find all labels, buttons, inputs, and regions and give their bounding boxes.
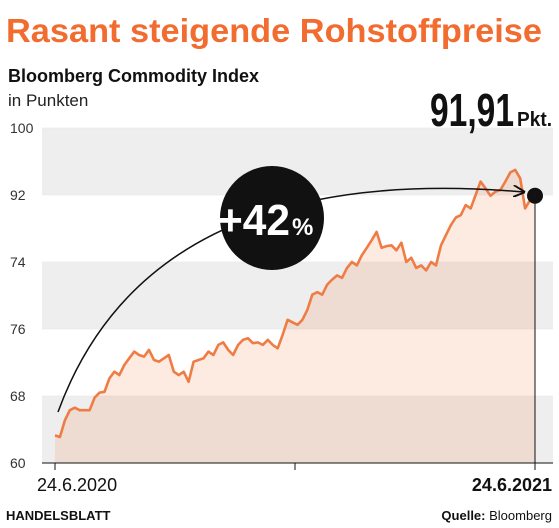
source: Bloomberg [489,508,552,523]
source-line: Quelle: Bloomberg [441,508,552,523]
unit-label: in Punkten [8,91,88,110]
y-tick-label: 100 [10,120,34,136]
grid-band [42,262,553,329]
chart-title: Rasant steigende Rohstoffpreise [6,12,542,49]
end-value: 91,91 [430,84,514,136]
y-tick-label: 74 [10,254,26,270]
annotation-badge [220,166,324,270]
grid-band [42,396,553,463]
end-unit: Pkt. [517,109,552,131]
growth-arrow [57,188,524,413]
x-tick-label: 24.6.2021 [472,475,552,495]
chart-subtitle: Bloomberg Commodity Index [8,66,259,86]
y-tick-label: 60 [10,455,26,471]
source-label: Quelle: [441,508,485,523]
line [54,168,536,439]
end-point [527,187,543,204]
y-tick-label: 68 [10,388,26,404]
brand: HANDELSBLATT [6,508,111,523]
line-area [55,169,535,463]
x-tick-label: 24.6.2020 [37,475,117,495]
annotation-unit: % [292,214,313,241]
annotation: +42 [218,196,290,245]
y-tick-label: 92 [10,187,26,203]
y-tick-label: 76 [10,321,26,337]
